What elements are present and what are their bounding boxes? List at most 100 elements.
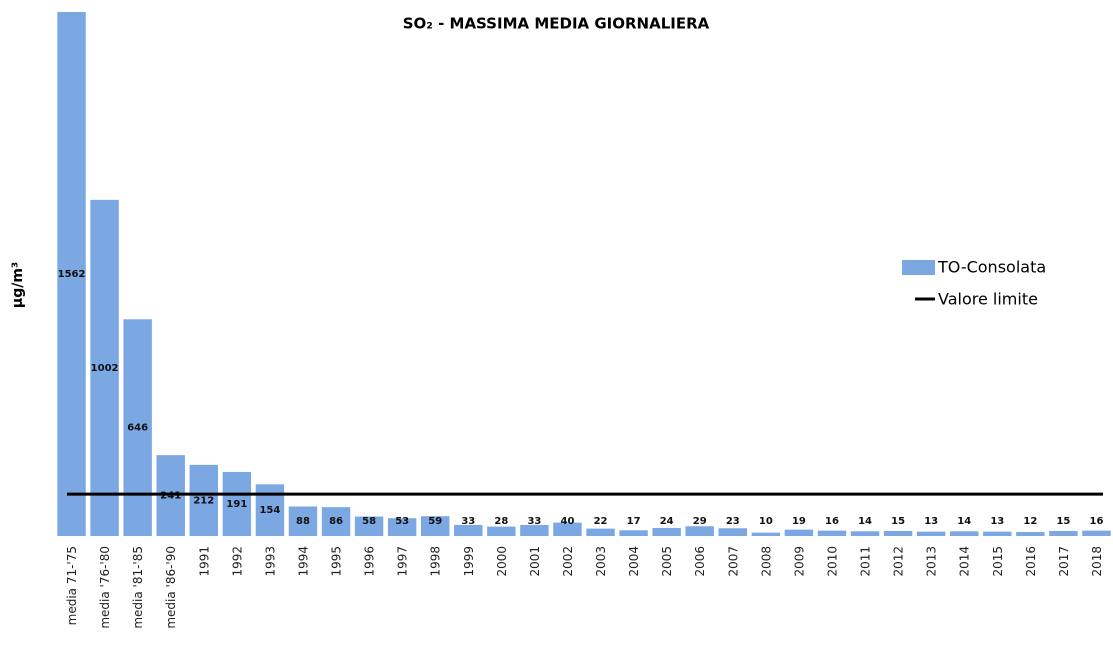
x-tick-label: 1998 xyxy=(429,546,443,577)
x-tick-label: 2014 xyxy=(958,546,972,577)
x-tick-label: media 71-'75 xyxy=(65,546,79,625)
x-tick-label: 2011 xyxy=(859,546,873,577)
legend-swatch xyxy=(902,260,935,275)
data-label: 29 xyxy=(693,516,707,527)
bar xyxy=(123,319,152,536)
bar xyxy=(520,524,549,536)
x-tick-label: 1995 xyxy=(330,546,344,577)
legend-label: Valore limite xyxy=(938,290,1038,309)
data-label: 24 xyxy=(660,516,674,527)
data-label: 191 xyxy=(226,499,247,510)
data-label: 16 xyxy=(1090,516,1104,527)
data-label: 33 xyxy=(461,516,475,527)
data-label: 13 xyxy=(924,516,938,527)
bar xyxy=(321,507,351,536)
x-tick-label: 2001 xyxy=(528,546,542,577)
x-tick-label: 2002 xyxy=(561,546,575,577)
x-tick-label: media '81-'85 xyxy=(131,546,145,629)
bar xyxy=(553,522,582,536)
data-label: 14 xyxy=(858,516,872,527)
x-tick-label: 2017 xyxy=(1057,546,1071,577)
data-label: 15 xyxy=(891,516,905,527)
x-tick-label: 2010 xyxy=(825,546,839,577)
data-label: 14 xyxy=(957,516,971,527)
bar xyxy=(421,516,450,536)
x-tick-label: 1992 xyxy=(230,546,244,577)
x-tick-label: 2013 xyxy=(925,546,939,577)
data-label: 154 xyxy=(259,505,280,516)
bar xyxy=(850,531,880,536)
x-tick-label: 2005 xyxy=(660,546,674,577)
data-label: 23 xyxy=(726,516,740,527)
data-label: 10 xyxy=(759,516,773,527)
x-tick-label: 2008 xyxy=(759,546,773,577)
data-label: 1562 xyxy=(58,269,86,280)
bar xyxy=(751,532,781,536)
x-tick-label: 2009 xyxy=(792,546,806,577)
bar xyxy=(487,526,516,536)
data-label: 19 xyxy=(792,516,806,527)
bar xyxy=(156,455,185,536)
bar xyxy=(916,531,946,536)
legend-label: TO-Consolata xyxy=(937,258,1046,277)
data-label: 212 xyxy=(193,495,214,506)
x-tick-label: 2003 xyxy=(594,546,608,577)
data-label: 15 xyxy=(1056,516,1070,527)
x-tick-label: media '76-'80 xyxy=(98,546,112,629)
bar xyxy=(983,531,1012,536)
x-tick-label: 2000 xyxy=(495,546,509,577)
bar xyxy=(454,524,483,536)
data-label: 53 xyxy=(395,516,409,527)
x-tick-label: media '86-'90 xyxy=(164,546,178,629)
bar xyxy=(354,516,384,536)
bar xyxy=(189,464,218,536)
x-tick-label: 2016 xyxy=(1024,546,1038,577)
bar xyxy=(288,506,318,536)
x-tick-label: 2012 xyxy=(892,546,906,577)
bar xyxy=(883,530,913,536)
x-tick-label: 1997 xyxy=(396,546,410,577)
data-label: 28 xyxy=(494,516,508,527)
bar xyxy=(1049,530,1078,536)
bar xyxy=(586,528,615,536)
y-axis-label: µg/m³ xyxy=(10,262,26,308)
x-tick-label: 2007 xyxy=(726,546,740,577)
data-label: 13 xyxy=(990,516,1004,527)
bar xyxy=(619,530,648,536)
data-label: 88 xyxy=(296,516,310,527)
x-tick-label: 2018 xyxy=(1090,546,1104,577)
bar xyxy=(950,531,979,536)
bar xyxy=(1016,531,1045,536)
x-tick-label: 1996 xyxy=(363,546,377,577)
chart-title: SO₂ - MASSIMA MEDIA GIORNALIERA xyxy=(403,15,710,33)
bar xyxy=(652,527,681,536)
bar xyxy=(784,529,814,536)
data-label: 1002 xyxy=(91,363,119,374)
x-tick-label: 2006 xyxy=(693,546,707,577)
bar xyxy=(222,471,252,536)
data-label: 86 xyxy=(329,516,343,527)
bar xyxy=(718,528,747,536)
bar xyxy=(90,199,119,537)
bar xyxy=(1082,530,1111,536)
bar xyxy=(387,518,417,536)
x-tick-label: 1999 xyxy=(462,546,476,577)
data-label: 646 xyxy=(127,423,148,434)
data-label: 40 xyxy=(561,516,575,527)
data-label: 58 xyxy=(362,516,376,527)
bar xyxy=(57,12,86,536)
data-label: 33 xyxy=(527,516,541,527)
x-tick-label: 1993 xyxy=(263,546,277,577)
x-tick-label: 1994 xyxy=(296,546,310,577)
x-tick-label: 2004 xyxy=(627,546,641,577)
x-tick-label: 1991 xyxy=(197,546,211,577)
data-label: 241 xyxy=(160,491,181,502)
data-label: 12 xyxy=(1023,516,1037,527)
data-label: 59 xyxy=(428,516,442,527)
x-tick-label: 2015 xyxy=(991,546,1005,577)
data-label: 22 xyxy=(594,516,608,527)
data-label: 17 xyxy=(627,516,641,527)
bar xyxy=(685,526,714,536)
data-label: 16 xyxy=(825,516,839,527)
